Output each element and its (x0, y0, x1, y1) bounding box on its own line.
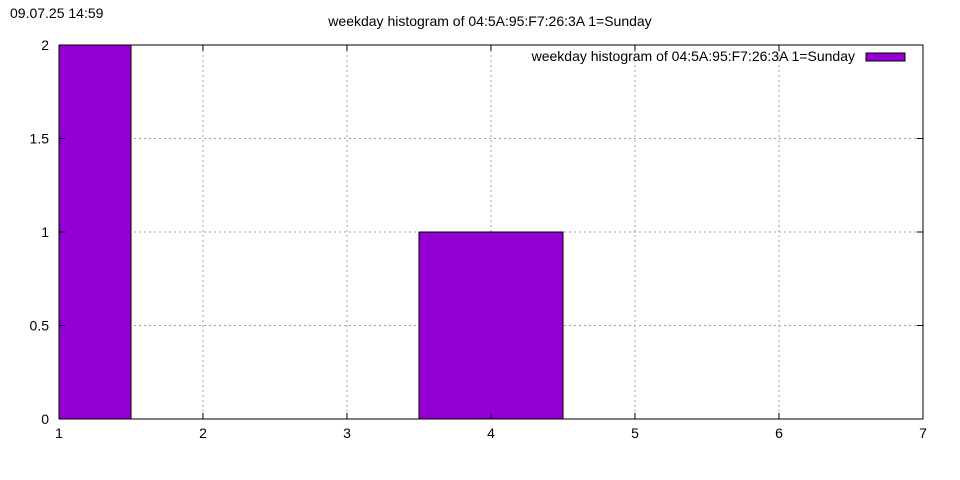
x-tick-label: 2 (199, 425, 207, 441)
legend-swatch (865, 52, 906, 62)
x-tick-label: 4 (487, 425, 495, 441)
y-tick-label: 1 (41, 224, 49, 240)
bar (58, 44, 132, 420)
timestamp: 09.07.25 14:59 (10, 5, 104, 21)
chart-title: weekday histogram of 04:5A:95:F7:26:3A 1… (327, 13, 651, 29)
y-tick-label: 0.5 (30, 318, 50, 334)
x-tick-label: 1 (55, 425, 63, 441)
y-tick-label: 1.5 (30, 131, 50, 147)
axis-ticks: 1 2 3 4 5 6 7 0 0.5 1 1.5 2 (30, 37, 928, 441)
legend: weekday histogram of 04:5A:95:F7:26:3A 1… (531, 48, 906, 64)
x-tick-label: 6 (775, 425, 783, 441)
bars (58, 44, 564, 420)
x-tick-label: 3 (343, 425, 351, 441)
legend-label: weekday histogram of 04:5A:95:F7:26:3A 1… (531, 48, 855, 64)
x-tick-label: 5 (631, 425, 639, 441)
y-tick-label: 0 (41, 411, 49, 427)
bar (418, 231, 564, 420)
x-tick-label: 7 (919, 425, 927, 441)
y-tick-label: 2 (41, 37, 49, 53)
